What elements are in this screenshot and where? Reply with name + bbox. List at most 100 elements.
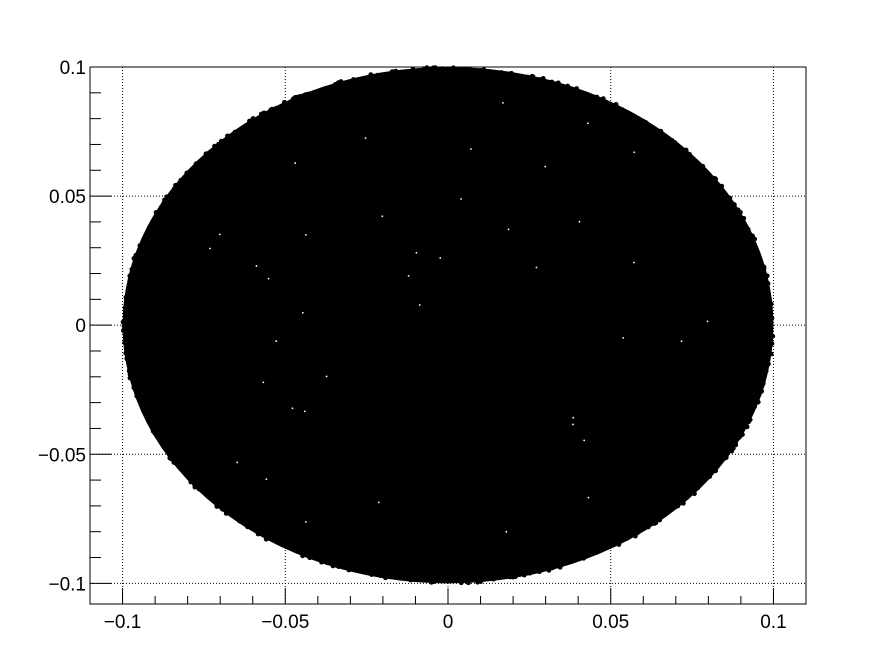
data-point	[467, 577, 473, 583]
data-point	[594, 94, 600, 100]
data-point	[263, 536, 269, 542]
data-point	[188, 169, 193, 175]
data-gap	[622, 336, 625, 339]
data-point	[731, 438, 736, 444]
data-point	[174, 187, 179, 192]
data-point	[127, 274, 133, 280]
data-point	[458, 580, 464, 586]
data-point	[223, 511, 229, 516]
y-tick-label: −0.1	[48, 574, 86, 595]
data-point	[499, 70, 504, 75]
data-point	[393, 574, 399, 580]
data-point	[254, 527, 259, 533]
data-point	[745, 227, 751, 232]
data-point	[566, 85, 572, 91]
data-point	[491, 576, 496, 582]
data-point	[155, 435, 161, 441]
data-point	[144, 411, 150, 417]
data-point	[389, 69, 395, 75]
data-point	[744, 424, 750, 430]
data-point	[553, 82, 559, 87]
data-point	[142, 407, 148, 413]
data-gap	[502, 101, 504, 104]
data-point	[732, 206, 737, 212]
data-point	[232, 129, 238, 135]
data-gap	[301, 311, 304, 314]
data-point	[167, 455, 173, 461]
data-point	[644, 522, 650, 528]
data-point	[133, 384, 139, 390]
data-point	[369, 572, 375, 577]
data-point	[242, 125, 248, 131]
data-gap	[304, 233, 307, 236]
tick-labels: −0.1 −0.05 0 0.05 0.1 0.1 0.05 0 −0.05 −0.1	[38, 58, 787, 633]
data-gap	[407, 274, 410, 277]
data-point	[711, 466, 717, 472]
data-point	[251, 120, 257, 125]
data-point	[688, 489, 694, 495]
data-point	[188, 479, 194, 485]
data-point	[330, 563, 336, 569]
data-point	[754, 392, 760, 397]
data-point	[616, 542, 622, 547]
data-point	[754, 251, 759, 257]
data-gap	[439, 257, 442, 259]
data-point	[383, 575, 388, 581]
data-point	[527, 570, 533, 576]
data-point	[525, 74, 531, 80]
data-point	[724, 450, 730, 456]
data-gap	[415, 251, 418, 254]
data-point	[269, 106, 275, 112]
data-gap	[544, 165, 547, 168]
data-point	[540, 76, 546, 81]
data-point	[719, 183, 725, 189]
data-point	[272, 537, 278, 542]
data-gap	[291, 407, 294, 410]
data-gap	[218, 233, 221, 236]
data-point	[590, 95, 596, 101]
data-gap	[303, 410, 306, 413]
data-point	[692, 159, 698, 165]
data-point	[219, 506, 225, 512]
data-point	[620, 107, 626, 113]
data-point	[351, 77, 356, 82]
data-point	[736, 435, 742, 440]
data-point	[640, 118, 646, 124]
data-point	[281, 99, 287, 105]
data-point	[763, 368, 769, 374]
data-point	[122, 305, 128, 311]
y-tick-label: 0.05	[49, 187, 86, 208]
data-point	[651, 521, 657, 527]
data-point	[324, 86, 330, 91]
data-point	[674, 501, 680, 507]
data-point	[768, 310, 773, 315]
data-point	[439, 66, 445, 72]
data-point	[537, 569, 542, 575]
data-point	[484, 70, 490, 76]
data-gap	[470, 148, 472, 150]
data-gap	[209, 247, 211, 250]
data-point	[700, 163, 706, 169]
data-point	[600, 96, 606, 102]
data-point	[121, 323, 127, 329]
data-point	[686, 153, 692, 158]
data-point	[122, 340, 128, 346]
data-point	[595, 549, 601, 555]
data-gap	[294, 162, 297, 164]
data-point	[329, 84, 335, 90]
data-point	[411, 69, 416, 74]
data-point	[755, 399, 761, 405]
data-point	[431, 579, 436, 585]
data-gap	[267, 277, 270, 280]
data-point	[127, 375, 133, 381]
data-point	[748, 238, 754, 244]
data-point	[241, 520, 247, 525]
data-area	[120, 65, 776, 586]
data-gap	[460, 198, 462, 200]
data-gap	[275, 340, 278, 342]
data-point	[386, 72, 391, 78]
data-point	[124, 346, 130, 352]
data-point	[578, 554, 584, 560]
data-point	[255, 531, 261, 537]
data-point	[549, 565, 555, 571]
